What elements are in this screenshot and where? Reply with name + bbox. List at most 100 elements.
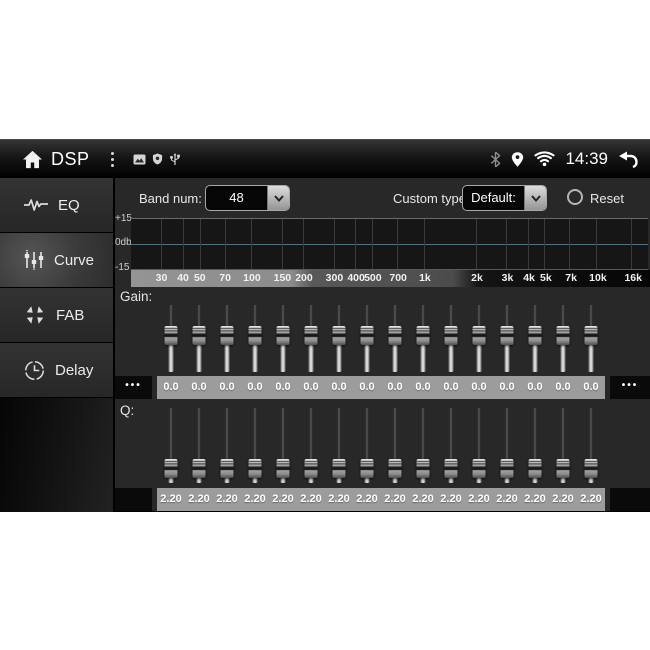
slider-active-track [588,345,594,372]
slider-knob[interactable] [528,326,542,345]
slider-knob[interactable] [192,326,206,345]
q-slider[interactable] [577,407,605,485]
slider-knob[interactable] [192,459,206,478]
gain-slider[interactable] [185,304,213,374]
gain-slider[interactable] [269,304,297,374]
slider-knob[interactable] [220,326,234,345]
slider-knob[interactable] [360,459,374,478]
slider-knob[interactable] [388,459,402,478]
chevron-down-icon[interactable] [524,186,546,210]
q-value: 2.20 [356,493,378,505]
gain-slider[interactable] [157,304,185,374]
q-slider[interactable] [549,407,577,485]
graph-gridline [371,219,373,269]
slider-active-track [196,345,202,372]
gain-slider[interactable] [297,304,325,374]
slider-knob[interactable] [416,326,430,345]
slider-knob[interactable] [556,326,570,345]
slider-knob[interactable] [304,459,318,478]
graph-gridline [355,219,357,269]
q-slider[interactable] [241,407,269,485]
q-value: 2.20 [300,493,322,505]
slider-knob[interactable] [472,459,486,478]
slider-knob[interactable] [584,326,598,345]
gain-slider[interactable] [213,304,241,374]
q-slider[interactable] [213,407,241,485]
slider-active-track [476,478,482,483]
gain-value: 0.0 [303,381,319,393]
slider-knob[interactable] [528,459,542,478]
sidebar-item-eq[interactable]: EQ [0,178,113,232]
gain-slider[interactable] [577,304,605,374]
freq-tick-label: 30 [155,272,168,284]
q-slider[interactable] [157,407,185,485]
freq-tick-label: 1k [419,272,431,284]
slider-track [225,408,229,483]
slider-knob[interactable] [276,459,290,478]
band-num-dropdown[interactable]: 48 [205,185,290,211]
q-slider[interactable] [269,407,297,485]
gain-slider[interactable] [409,304,437,374]
slider-knob[interactable] [556,459,570,478]
chevron-down-icon[interactable] [267,186,289,210]
slider-knob[interactable] [444,459,458,478]
gain-value: 0.0 [415,381,431,393]
slider-knob[interactable] [220,459,234,478]
gain-slider[interactable] [465,304,493,374]
gain-slider[interactable] [437,304,465,374]
back-icon[interactable] [618,151,638,168]
slider-knob[interactable] [416,459,430,478]
slider-knob[interactable] [164,326,178,345]
slider-knob[interactable] [584,459,598,478]
slider-knob[interactable] [332,459,346,478]
overflow-menu-icon[interactable] [105,149,120,170]
freq-tick-label: 200 [295,272,313,284]
gain-scroll-right-button[interactable]: ••• [610,376,650,399]
q-slider[interactable] [325,407,353,485]
slider-track [393,408,397,483]
sidebar-item-fab[interactable]: FAB [0,288,113,342]
slider-knob[interactable] [164,459,178,478]
q-value: 2.20 [524,493,546,505]
q-slider[interactable] [409,407,437,485]
slider-knob[interactable] [500,326,514,345]
slider-knob[interactable] [444,326,458,345]
q-slider[interactable] [493,407,521,485]
gain-slider[interactable] [493,304,521,374]
gain-slider[interactable] [353,304,381,374]
slider-knob[interactable] [360,326,374,345]
q-slider[interactable] [437,407,465,485]
sidebar-item-curve[interactable]: Curve [0,233,113,287]
home-icon[interactable] [22,150,43,169]
gain-slider[interactable] [325,304,353,374]
screen-body: EQ Curve FAB [0,178,650,512]
q-slider[interactable] [465,407,493,485]
slider-active-track [560,478,566,483]
slider-knob[interactable] [304,326,318,345]
q-slider[interactable] [297,407,325,485]
slider-knob[interactable] [276,326,290,345]
sidebar-item-label: FAB [56,306,85,324]
slider-knob[interactable] [388,326,402,345]
slider-knob[interactable] [472,326,486,345]
custom-type-dropdown[interactable]: Default: [462,185,547,211]
q-slider[interactable] [185,407,213,485]
q-slider[interactable] [381,407,409,485]
gain-slider[interactable] [521,304,549,374]
q-value: 2.20 [496,493,518,505]
sidebar-item-delay[interactable]: Delay [0,343,113,397]
slider-knob[interactable] [248,326,262,345]
q-slider[interactable] [521,407,549,485]
q-label: Q: [120,403,135,418]
q-slider[interactable] [353,407,381,485]
slider-active-track [336,345,342,372]
gain-slider[interactable] [549,304,577,374]
gain-slider[interactable] [381,304,409,374]
gain-scroll-left-button[interactable]: ••• [115,376,152,399]
slider-knob[interactable] [500,459,514,478]
slider-knob[interactable] [332,326,346,345]
gain-slider[interactable] [241,304,269,374]
slider-active-track [532,345,538,372]
reset-radio[interactable] [567,189,583,205]
slider-knob[interactable] [248,459,262,478]
